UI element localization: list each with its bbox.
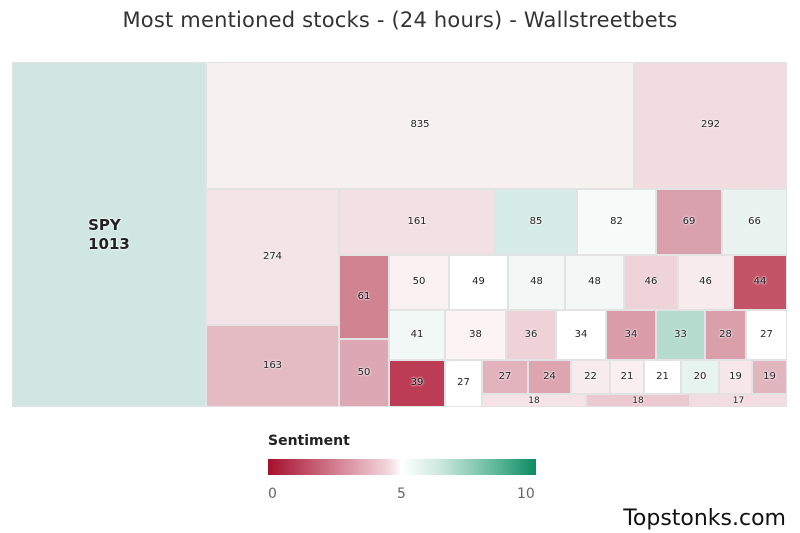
treemap-tile: 61 <box>339 255 389 339</box>
treemap-tile: SPY 1013 <box>12 62 206 407</box>
tile-label: 46 <box>644 276 658 288</box>
treemap-tile: 292 <box>634 62 787 189</box>
tile-label: 66 <box>748 215 761 227</box>
tile-label: 19 <box>729 370 742 382</box>
tile-label: 18 <box>528 396 540 406</box>
treemap-tile: 22 <box>571 360 610 394</box>
tile-label: 61 <box>357 290 371 302</box>
treemap-tile: 19 <box>719 360 752 394</box>
treemap-tile: 44 <box>733 255 787 310</box>
tile-label: 161 <box>407 215 427 227</box>
treemap-tile: 18 <box>586 394 690 407</box>
legend-tick-10: 10 <box>517 486 535 502</box>
treemap-tile: 28 <box>705 310 746 360</box>
tile-label: 49 <box>472 276 485 288</box>
tile-label: 41 <box>410 328 424 340</box>
treemap: SPY 1013 835 292 274 163 161 85 82 69 66 61 50 50 49 4… <box>12 62 787 407</box>
tile-label: 36 <box>524 328 538 340</box>
treemap-tile: 161 <box>339 189 495 255</box>
treemap-tile: 50 <box>389 255 449 310</box>
colorbar-midline <box>400 459 402 475</box>
tile-label: 85 <box>529 215 543 227</box>
chart-title: Most mentioned stocks - (24 hours) - Wal… <box>122 8 678 32</box>
tile-label: 17 <box>732 396 745 406</box>
treemap-tile: 48 <box>508 255 565 310</box>
tile-label: 27 <box>457 377 470 389</box>
legend-tick-5: 5 <box>397 486 406 502</box>
tile-label: 27 <box>760 328 773 340</box>
treemap-tile: 27 <box>445 360 482 407</box>
sentiment-colorbar <box>268 459 536 475</box>
tile-label: 21 <box>656 370 669 382</box>
treemap-tile: 50 <box>339 339 389 407</box>
tile-label: 69 <box>682 215 696 227</box>
tile-label: 50 <box>357 366 371 378</box>
tile-label: 22 <box>584 370 597 382</box>
brand-watermark: Topstonks.com <box>623 506 786 531</box>
tile-label: 835 <box>410 119 430 131</box>
tile-label: 82 <box>610 215 623 227</box>
tile-label: 19 <box>763 370 776 382</box>
tile-label: 39 <box>410 377 424 389</box>
treemap-tile: 17 <box>690 394 787 407</box>
tile-label: 274 <box>262 250 283 262</box>
legend-tick-0: 0 <box>268 486 277 502</box>
treemap-tile: 163 <box>206 325 339 407</box>
treemap-tile: 34 <box>606 310 656 360</box>
treemap-tile: 48 <box>565 255 624 310</box>
tile-label: 46 <box>699 276 712 288</box>
treemap-tile: 82 <box>577 189 656 255</box>
tile-label: 28 <box>719 328 732 340</box>
tile-label: 44 <box>753 276 767 288</box>
tile-label: SPY 1013 <box>88 215 130 253</box>
tile-label: 18 <box>632 396 644 406</box>
tile-label: 34 <box>574 328 588 340</box>
treemap-tile: 46 <box>624 255 678 310</box>
tile-label: 24 <box>543 370 556 382</box>
treemap-tile: 49 <box>449 255 508 310</box>
legend-title: Sentiment <box>268 433 350 449</box>
treemap-tile: 34 <box>556 310 606 360</box>
tile-label: 27 <box>498 370 512 382</box>
treemap-tile: 21 <box>644 360 681 394</box>
tile-label: 33 <box>674 328 687 340</box>
tile-label: 50 <box>412 276 426 288</box>
tile-label: 292 <box>700 119 721 131</box>
treemap-tile: 19 <box>752 360 787 394</box>
treemap-tile: 39 <box>389 360 445 407</box>
tile-label: 48 <box>588 276 601 288</box>
treemap-tile: 21 <box>610 360 644 394</box>
treemap-tile: 27 <box>482 360 528 394</box>
tile-label: 163 <box>262 359 283 371</box>
treemap-tile: 66 <box>722 189 787 255</box>
treemap-tile: 274 <box>206 189 339 325</box>
treemap-tile: 27 <box>746 310 787 360</box>
tile-label: 38 <box>469 328 482 340</box>
treemap-tile: 36 <box>506 310 556 360</box>
treemap-tile: 41 <box>389 310 445 360</box>
treemap-tile: 85 <box>495 189 577 255</box>
treemap-tile: 18 <box>482 394 586 407</box>
treemap-tile: 20 <box>681 360 719 394</box>
treemap-tile: 38 <box>445 310 506 360</box>
tile-label: 34 <box>624 328 638 340</box>
treemap-tile: 69 <box>656 189 722 255</box>
treemap-tile: 835 <box>206 62 634 189</box>
tile-label: 21 <box>620 370 634 382</box>
treemap-tile: 33 <box>656 310 705 360</box>
tile-label: 48 <box>530 276 543 288</box>
treemap-tile: 46 <box>678 255 733 310</box>
treemap-tile: 24 <box>528 360 571 394</box>
tile-label: 20 <box>693 370 707 382</box>
